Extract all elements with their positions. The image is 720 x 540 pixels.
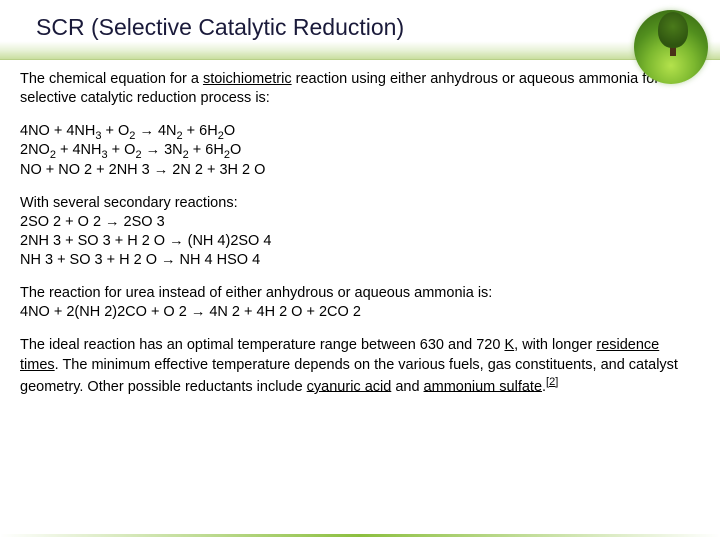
urea-label: The reaction for urea instead of either …: [20, 284, 700, 303]
closing-text-a: The ideal reaction has an optimal temper…: [20, 337, 504, 353]
secondary-eq-2: 2NH 3 + SO 3 + H 2 O → (NH 4)2SO 4: [20, 232, 700, 251]
equation-1: 4NO + 4NH3 + O2 → 4N2 + 6H2O: [20, 122, 700, 141]
link-ammonium-sulfate[interactable]: ammonium sulfate: [424, 378, 542, 394]
reference-2[interactable]: [2]: [546, 376, 558, 388]
secondary-equations: With several secondary reactions: 2SO 2 …: [20, 194, 700, 271]
closing-paragraph: The ideal reaction has an optimal temper…: [20, 336, 700, 396]
corner-nature-logo: [626, 4, 716, 74]
secondary-label: With several secondary reactions:: [20, 194, 700, 213]
closing-text-b: , with longer: [514, 337, 596, 353]
link-stoichiometric[interactable]: stoichiometric: [203, 71, 292, 87]
equation-2: 2NO2 + 4NH3 + O2 → 3N2 + 6H2O: [20, 141, 700, 160]
intro-paragraph: The chemical equation for a stoichiometr…: [20, 70, 700, 108]
tree-icon: [658, 12, 688, 48]
slide-title: SCR (Selective Catalytic Reduction): [36, 14, 404, 41]
urea-block: The reaction for urea instead of either …: [20, 284, 700, 322]
link-cyanuric-acid[interactable]: cyanuric acid: [307, 378, 392, 394]
content-area: The chemical equation for a stoichiometr…: [20, 70, 700, 411]
primary-equations: 4NO + 4NH3 + O2 → 4N2 + 6H2O 2NO2 + 4NH3…: [20, 122, 700, 179]
equation-3: NO + NO 2 + 2NH 3 → 2N 2 + 3H 2 O: [20, 161, 700, 180]
intro-pre: The chemical equation for a: [20, 71, 203, 87]
urea-equation: 4NO + 2(NH 2)2CO + O 2 → 4N 2 + 4H 2 O +…: [20, 303, 700, 322]
closing-text-d: and: [391, 378, 423, 394]
link-kelvin[interactable]: K: [504, 337, 514, 353]
secondary-eq-3: NH 3 + SO 3 + H 2 O → NH 4 HSO 4: [20, 251, 700, 270]
secondary-eq-1: 2SO 2 + O 2 → 2SO 3: [20, 213, 700, 232]
footer-accent-line: [0, 534, 720, 537]
